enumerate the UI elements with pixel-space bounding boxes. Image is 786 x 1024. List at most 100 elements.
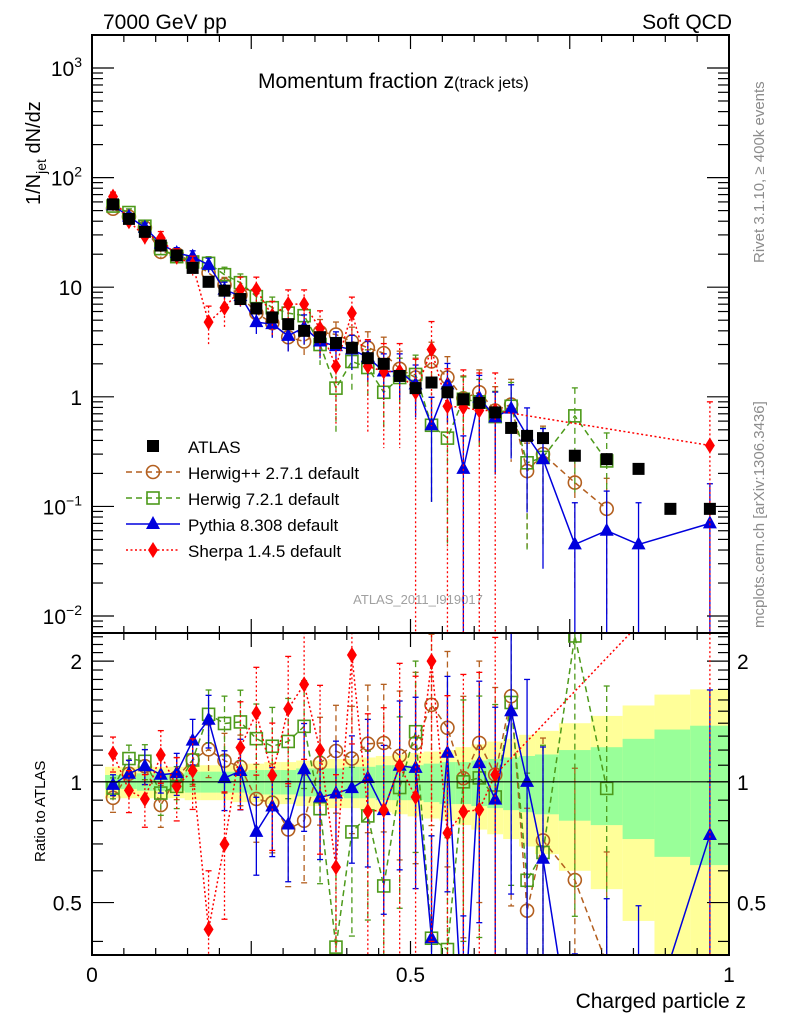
data-point	[505, 421, 518, 434]
series-herwig-2-7-1-default	[105, 201, 614, 619]
svg-text:Momentum fraction z(track jets: Momentum fraction z(track jets)	[258, 70, 529, 93]
ratio-series-line	[112, 711, 711, 955]
data-point	[314, 331, 327, 344]
ratio-point	[535, 850, 550, 864]
data-point	[521, 429, 534, 442]
rivet-label: Rivet 3.1.10, ≥ 400k events	[751, 81, 768, 263]
plot-title: Momentum fraction z(track jets)	[258, 70, 529, 93]
series-line	[112, 196, 711, 447]
ratio-point	[217, 716, 232, 731]
data-point	[599, 522, 614, 536]
y-axis-label: 1/Njet dN/dz	[23, 101, 49, 205]
ratio-uncertainty-bands	[105, 689, 729, 955]
legend: ATLAS Herwig++ 2.7.1 default Herwig 7.2.1 …	[126, 438, 359, 561]
ratio-point	[249, 823, 264, 837]
data-point	[568, 409, 582, 423]
ratio-point	[568, 633, 582, 643]
ratio-point	[106, 776, 121, 790]
data-point	[441, 386, 454, 399]
ratio-point	[504, 703, 519, 717]
ratio-point	[267, 767, 278, 784]
ratio-series-sherpa-1-4-5-default	[108, 633, 711, 955]
y-tick-label: 10−2	[43, 602, 83, 629]
ratio-point	[137, 758, 152, 772]
ratio-point	[600, 957, 613, 970]
ratio-point	[702, 827, 717, 841]
ratio-y-tick-label-right: 1	[737, 772, 749, 795]
data-point	[535, 451, 550, 465]
data-point	[170, 249, 183, 262]
ratio-point	[394, 757, 405, 774]
y-tick-label: 1	[70, 387, 82, 410]
data-point	[442, 398, 453, 415]
data-point	[409, 382, 422, 395]
ratio-point	[201, 711, 216, 725]
ratio-point	[426, 653, 437, 670]
ratio-point	[328, 785, 343, 799]
data-point	[122, 212, 135, 225]
data-point	[568, 449, 581, 462]
data-point	[457, 393, 470, 406]
ratio-point	[360, 769, 375, 783]
data-point	[283, 296, 294, 313]
data-point	[456, 460, 471, 474]
data-point	[154, 239, 167, 252]
ratio-point	[442, 824, 453, 841]
ratio-point	[108, 745, 119, 762]
data-point	[281, 327, 296, 341]
ratio-point	[313, 789, 328, 803]
y-tick-label: 10	[59, 277, 82, 300]
ratio-point	[410, 788, 421, 805]
y-axis-label-sub: jet	[33, 159, 49, 175]
ratio-point	[330, 859, 341, 876]
data-point	[266, 311, 279, 324]
ratio-point	[378, 802, 389, 819]
data-point	[473, 396, 486, 409]
data-point	[219, 299, 230, 316]
ratio-point	[472, 755, 487, 769]
data-point	[202, 275, 215, 288]
ratio-point	[217, 770, 232, 784]
ratio-point	[520, 773, 535, 787]
legend-entry-herwig-7-2-1-default: Herwig 7.2.1 default	[126, 490, 339, 509]
series-atlas	[107, 198, 716, 515]
data-point	[299, 296, 310, 313]
main-panel-series	[105, 188, 717, 633]
data-point	[186, 261, 199, 274]
legend-label: Pythia 8.308 default	[188, 516, 339, 535]
legend-marker	[145, 464, 161, 480]
data-point	[249, 314, 264, 328]
title-main: Momentum fraction z	[258, 70, 454, 93]
legend-entry-pythia-8-308-default: Pythia 8.308 default	[126, 516, 339, 535]
data-point	[703, 502, 716, 515]
data-point	[203, 314, 214, 331]
data-point	[393, 369, 406, 382]
data-point	[234, 293, 247, 306]
band-inner	[535, 754, 559, 815]
ratio-series-line	[112, 696, 605, 955]
ratio-point	[139, 790, 150, 807]
data-point	[631, 536, 646, 550]
data-point	[424, 417, 439, 431]
series-line	[112, 205, 608, 464]
y-axis-label-main: 1/N	[23, 174, 45, 205]
ratio-point	[235, 739, 246, 756]
data-point	[504, 400, 519, 414]
analysis-watermark: ATLAS_2011_I919017	[353, 592, 483, 607]
x-axis-label: Charged particle z	[576, 990, 746, 1013]
data-point	[489, 406, 502, 419]
ratio-point	[299, 676, 310, 693]
x-tick-label: 0.5	[396, 964, 425, 987]
data-point	[185, 248, 200, 262]
ratio-point	[219, 836, 230, 853]
ratio-panel-series	[105, 633, 717, 970]
data-point	[138, 225, 151, 238]
legend-marker	[146, 516, 160, 529]
legend-label: ATLAS	[188, 438, 241, 457]
data-point	[632, 462, 645, 475]
band-inner	[423, 763, 440, 803]
ratio-y-tick-label-left: 2	[70, 651, 82, 674]
data-point	[704, 437, 715, 454]
